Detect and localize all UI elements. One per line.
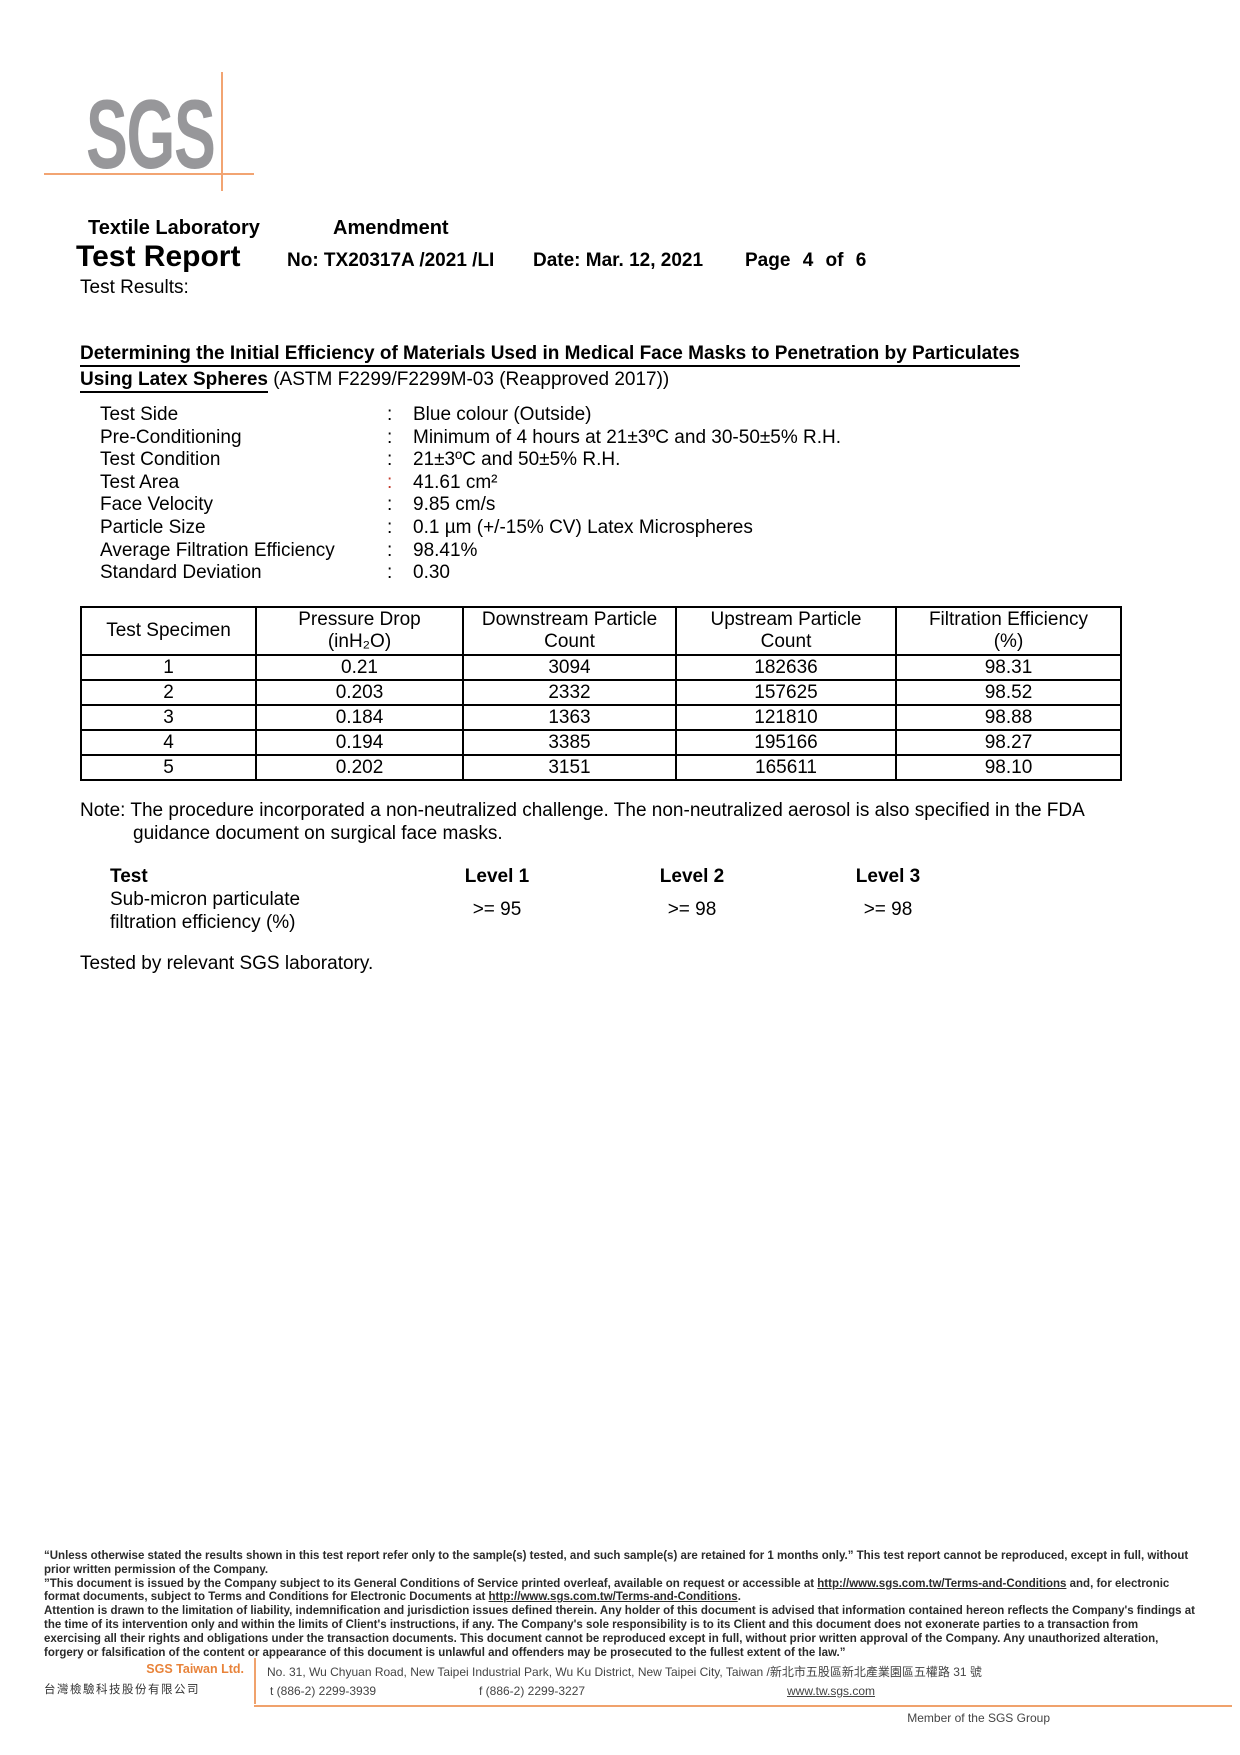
levels-level2-header: Level 2 xyxy=(659,866,725,887)
levels-level1-header: Level 1 xyxy=(464,866,530,887)
footer-rule-line xyxy=(254,1705,1232,1707)
page-indicator: Page 4 of 6 xyxy=(745,250,867,271)
param-test-condition: Test Condition:21±3ºC and 50±5% R.H. xyxy=(100,449,621,471)
lab-name: Textile Laboratory xyxy=(88,217,260,239)
note-paragraph: Note: The procedure incorporated a non-n… xyxy=(80,799,1148,845)
footer-divider-line xyxy=(254,1658,256,1704)
legal-paragraph-1: “Unless otherwise stated the results sho… xyxy=(44,1550,1189,1576)
param-test-area: Test Area:41.61 cm² xyxy=(100,471,498,493)
legal-paragraph-3: Attention is drawn to the limitation of … xyxy=(44,1605,1195,1659)
method-title: Determining the Initial Efficiency of Ma… xyxy=(80,341,1130,393)
footer-website-link[interactable]: www.tw.sgs.com xyxy=(787,1684,876,1698)
footer-company-name: SGS Taiwan Ltd. xyxy=(146,1662,244,1676)
param-standard-deviation: Standard Deviation:0.30 xyxy=(100,562,450,584)
col-header-downstream-count: Downstream Particle Count xyxy=(462,606,677,656)
legal-paragraph-2: ”This document is issued by the Company … xyxy=(44,1577,1170,1604)
method-standard: (ASTM F2299/F2299M-03 (Reapproved 2017)) xyxy=(267,369,670,390)
results-table-header-row: Test Specimen Pressure Drop (inH₂O) Downs… xyxy=(80,606,1122,656)
terms-and-conditions-link[interactable]: http://www.sgs.com.tw/Terms-and-Conditio… xyxy=(488,1591,738,1604)
param-average-filtration-efficiency: Average Filtration Efficiency:98.41% xyxy=(100,539,478,561)
levels-test-header: Test xyxy=(110,866,148,887)
test-parameters: Test Side: Blue colour (Outside) Pre-Cond… xyxy=(100,404,1040,585)
test-results-label: Test Results: xyxy=(80,277,189,298)
table-row: 3 0.184 1363 121810 98.88 xyxy=(80,704,1122,731)
legal-fine-print: “Unless otherwise stated the results sho… xyxy=(44,1550,1196,1660)
method-title-line1: Determining the Initial Efficiency of Ma… xyxy=(80,343,1020,367)
footer-address: No. 31, Wu Chyuan Road, New Taipei Indus… xyxy=(267,1665,982,1679)
footer-company-name-chinese: 台灣檢驗科技股份有限公司 xyxy=(44,1684,200,1696)
terms-and-conditions-link[interactable]: http://www.sgs.com.tw/Terms-and-Conditio… xyxy=(817,1577,1067,1590)
logo-crosshair-horizontal-line xyxy=(44,173,254,175)
tested-by-note: Tested by relevant SGS laboratory. xyxy=(80,953,374,974)
footer-telephone: t (886-2) 2299-3939 xyxy=(270,1684,377,1698)
note-label: Note: xyxy=(80,800,126,821)
param-face-velocity: Face Velocity:9.85 cm/s xyxy=(100,494,496,516)
levels-level3-header: Level 3 xyxy=(855,866,921,887)
levels-level2-value: >= 98 xyxy=(667,899,717,920)
results-table: Test Specimen Pressure Drop (inH₂O) Downs… xyxy=(80,606,1122,781)
report-number: No: TX20317A /2021 /LI xyxy=(287,250,495,271)
col-header-pressure-drop: Pressure Drop (inH₂O) xyxy=(255,606,464,656)
col-header-upstream-count: Upstream Particle Count xyxy=(675,606,897,656)
amendment-label: Amendment xyxy=(333,217,449,239)
levels-level3-value: >= 98 xyxy=(863,899,913,920)
logo-crosshair-vertical-line xyxy=(221,72,223,191)
table-row: 4 0.194 3385 195166 98.27 xyxy=(80,729,1122,756)
footer-fax: f (886-2) 2299-3227 xyxy=(479,1684,586,1698)
param-pre-conditioning: Pre-Conditioning: Minimum of 4 hours at 2… xyxy=(100,426,842,448)
param-test-side: Test Side: Blue colour (Outside) xyxy=(100,404,592,425)
report-date: Date: Mar. 12, 2021 xyxy=(533,250,704,271)
col-header-filtration-efficiency: Filtration Efficiency (%) xyxy=(895,606,1122,656)
note-text: The procedure incorporated a non-neutral… xyxy=(130,800,1084,844)
footer-member-text: Member of the SGS Group xyxy=(907,1711,1050,1725)
levels-row-label-line1: Sub-micron particulate xyxy=(110,889,301,910)
param-particle-size: Particle Size:0.1 µm (+/-15% CV) Latex M… xyxy=(100,516,753,538)
table-row: 2 0.203 2332 157625 98.52 xyxy=(80,679,1122,706)
levels-row-label-line2: filtration efficiency (%) xyxy=(110,912,296,933)
report-title: Test Report xyxy=(76,240,241,273)
col-header-test-specimen: Test Specimen xyxy=(80,606,257,656)
table-row: 1 0.21 3094 182636 98.31 xyxy=(80,654,1122,681)
method-title-line2: Using Latex Spheres xyxy=(80,369,268,393)
sgs-logo: SGS xyxy=(86,79,216,189)
levels-level1-value: >= 95 xyxy=(472,899,522,920)
table-row: 5 0.202 3151 165611 98.10 xyxy=(80,754,1122,781)
